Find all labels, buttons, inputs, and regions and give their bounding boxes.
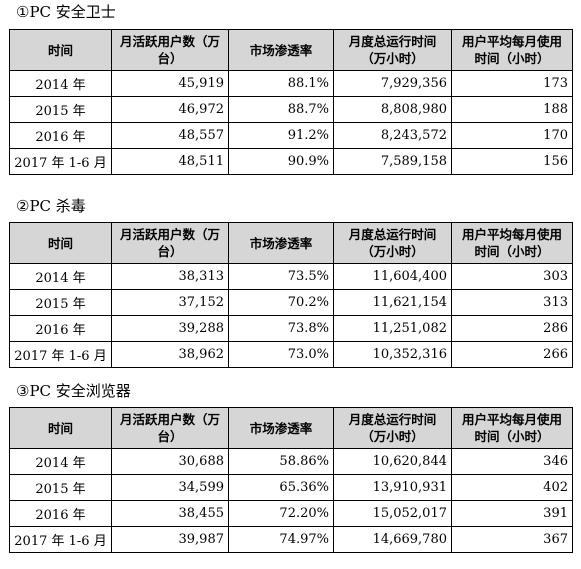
table-row: 2017 年 1-6 月 39,987 74.97% 14,669,780 36…	[9, 526, 573, 553]
table-row: 2016 年 48,557 91.2% 8,243,572 170	[9, 122, 573, 149]
cell-time: 2014 年	[9, 448, 112, 475]
cell-monthly-active-users: 46,972	[111, 96, 229, 123]
table-row: 2017 年 1-6 月 48,511 90.9% 7,589,158 156	[9, 148, 573, 175]
table-row: 2015 年 37,152 70.2% 11,621,154 313	[9, 289, 573, 316]
cell-monthly-active-users: 48,511	[111, 148, 229, 175]
cell-time: 2016 年	[9, 500, 112, 527]
cell-monthly-total-runtime: 14,669,780	[333, 526, 452, 553]
header-monthly-total-runtime: 月度总运行时间（万小时）	[333, 407, 452, 449]
table-row: 2016 年 39,288 73.8% 11,251,082 286	[9, 315, 573, 342]
header-monthly-active-users: 月活跃用户数（万台）	[111, 29, 229, 71]
header-monthly-active-users: 月活跃用户数（万台）	[111, 407, 229, 449]
table-header-row: 时间 月活跃用户数（万台） 市场渗透率 月度总运行时间（万小时） 用户平均每月使…	[9, 222, 573, 264]
cell-monthly-total-runtime: 7,589,158	[333, 148, 452, 175]
table-header-row: 时间 月活跃用户数（万台） 市场渗透率 月度总运行时间（万小时） 用户平均每月使…	[9, 29, 573, 71]
cell-time: 2016 年	[9, 122, 112, 149]
header-market-penetration: 市场渗透率	[228, 29, 334, 71]
cell-avg-monthly-usage: 286	[451, 315, 573, 342]
header-market-penetration: 市场渗透率	[228, 407, 334, 449]
cell-monthly-total-runtime: 11,251,082	[333, 315, 452, 342]
cell-avg-monthly-usage: 266	[451, 341, 573, 368]
cell-market-penetration: 65.36%	[228, 474, 334, 501]
cell-market-penetration: 58.86%	[228, 448, 334, 475]
cell-monthly-total-runtime: 8,808,980	[333, 96, 452, 123]
cell-avg-monthly-usage: 156	[451, 148, 573, 175]
section-title-pc-antivirus: ②PC 杀毒	[16, 197, 86, 215]
cell-monthly-active-users: 38,962	[111, 341, 229, 368]
header-monthly-total-runtime: 月度总运行时间（万小时）	[333, 29, 452, 71]
cell-time: 2017 年 1-6 月	[9, 526, 112, 553]
cell-monthly-total-runtime: 10,620,844	[333, 448, 452, 475]
header-avg-monthly-usage: 用户平均每月使用时间（小时）	[451, 29, 573, 71]
header-monthly-total-runtime: 月度总运行时间（万小时）	[333, 222, 452, 264]
cell-monthly-total-runtime: 15,052,017	[333, 500, 452, 527]
cell-avg-monthly-usage: 313	[451, 289, 573, 316]
header-time: 时间	[9, 407, 112, 449]
pc-security-guard-table: 时间 月活跃用户数（万台） 市场渗透率 月度总运行时间（万小时） 用户平均每月使…	[9, 29, 573, 175]
cell-time: 2015 年	[9, 474, 112, 501]
cell-monthly-active-users: 48,557	[111, 122, 229, 149]
cell-monthly-active-users: 38,455	[111, 500, 229, 527]
table-row: 2014 年 38,313 73.5% 11,604,400 303	[9, 263, 573, 290]
cell-avg-monthly-usage: 367	[451, 526, 573, 553]
cell-avg-monthly-usage: 391	[451, 500, 573, 527]
header-monthly-active-users: 月活跃用户数（万台）	[111, 222, 229, 264]
section-title-pc-secure-browser: ③PC 安全浏览器	[16, 382, 131, 400]
cell-monthly-active-users: 45,919	[111, 70, 229, 97]
table-row: 2014 年 45,919 88.1% 7,929,356 173	[9, 70, 573, 97]
cell-time: 2014 年	[9, 70, 112, 97]
cell-market-penetration: 73.0%	[228, 341, 334, 368]
header-avg-monthly-usage: 用户平均每月使用时间（小时）	[451, 222, 573, 264]
cell-monthly-active-users: 34,599	[111, 474, 229, 501]
cell-monthly-total-runtime: 13,910,931	[333, 474, 452, 501]
pc-secure-browser-table: 时间 月活跃用户数（万台） 市场渗透率 月度总运行时间（万小时） 用户平均每月使…	[9, 407, 573, 553]
cell-monthly-active-users: 30,688	[111, 448, 229, 475]
header-time: 时间	[9, 29, 112, 71]
cell-time: 2017 年 1-6 月	[9, 148, 112, 175]
cell-monthly-total-runtime: 8,243,572	[333, 122, 452, 149]
cell-market-penetration: 90.9%	[228, 148, 334, 175]
cell-monthly-active-users: 37,152	[111, 289, 229, 316]
cell-avg-monthly-usage: 303	[451, 263, 573, 290]
table-row: 2014 年 30,688 58.86% 10,620,844 346	[9, 448, 573, 475]
cell-market-penetration: 72.20%	[228, 500, 334, 527]
cell-avg-monthly-usage: 402	[451, 474, 573, 501]
cell-monthly-total-runtime: 10,352,316	[333, 341, 452, 368]
cell-time: 2015 年	[9, 96, 112, 123]
table-row: 2015 年 46,972 88.7% 8,808,980 188	[9, 96, 573, 123]
cell-market-penetration: 73.8%	[228, 315, 334, 342]
pc-antivirus-table: 时间 月活跃用户数（万台） 市场渗透率 月度总运行时间（万小时） 用户平均每月使…	[9, 222, 573, 368]
cell-market-penetration: 88.1%	[228, 70, 334, 97]
table-row: 2015 年 34,599 65.36% 13,910,931 402	[9, 474, 573, 501]
table-row: 2017 年 1-6 月 38,962 73.0% 10,352,316 266	[9, 341, 573, 368]
cell-monthly-total-runtime: 11,604,400	[333, 263, 452, 290]
cell-time: 2015 年	[9, 289, 112, 316]
cell-market-penetration: 73.5%	[228, 263, 334, 290]
cell-monthly-active-users: 39,987	[111, 526, 229, 553]
cell-market-penetration: 70.2%	[228, 289, 334, 316]
table-row: 2016 年 38,455 72.20% 15,052,017 391	[9, 500, 573, 527]
table-header-row: 时间 月活跃用户数（万台） 市场渗透率 月度总运行时间（万小时） 用户平均每月使…	[9, 407, 573, 449]
cell-monthly-active-users: 38,313	[111, 263, 229, 290]
cell-market-penetration: 88.7%	[228, 96, 334, 123]
cell-market-penetration: 91.2%	[228, 122, 334, 149]
cell-avg-monthly-usage: 346	[451, 448, 573, 475]
cell-avg-monthly-usage: 173	[451, 70, 573, 97]
header-avg-monthly-usage: 用户平均每月使用时间（小时）	[451, 407, 573, 449]
section-title-pc-security-guard: ①PC 安全卫士	[16, 3, 116, 21]
cell-monthly-total-runtime: 11,621,154	[333, 289, 452, 316]
header-market-penetration: 市场渗透率	[228, 222, 334, 264]
cell-time: 2016 年	[9, 315, 112, 342]
cell-market-penetration: 74.97%	[228, 526, 334, 553]
cell-monthly-total-runtime: 7,929,356	[333, 70, 452, 97]
cell-avg-monthly-usage: 188	[451, 96, 573, 123]
cell-monthly-active-users: 39,288	[111, 315, 229, 342]
header-time: 时间	[9, 222, 112, 264]
cell-avg-monthly-usage: 170	[451, 122, 573, 149]
cell-time: 2014 年	[9, 263, 112, 290]
cell-time: 2017 年 1-6 月	[9, 341, 112, 368]
